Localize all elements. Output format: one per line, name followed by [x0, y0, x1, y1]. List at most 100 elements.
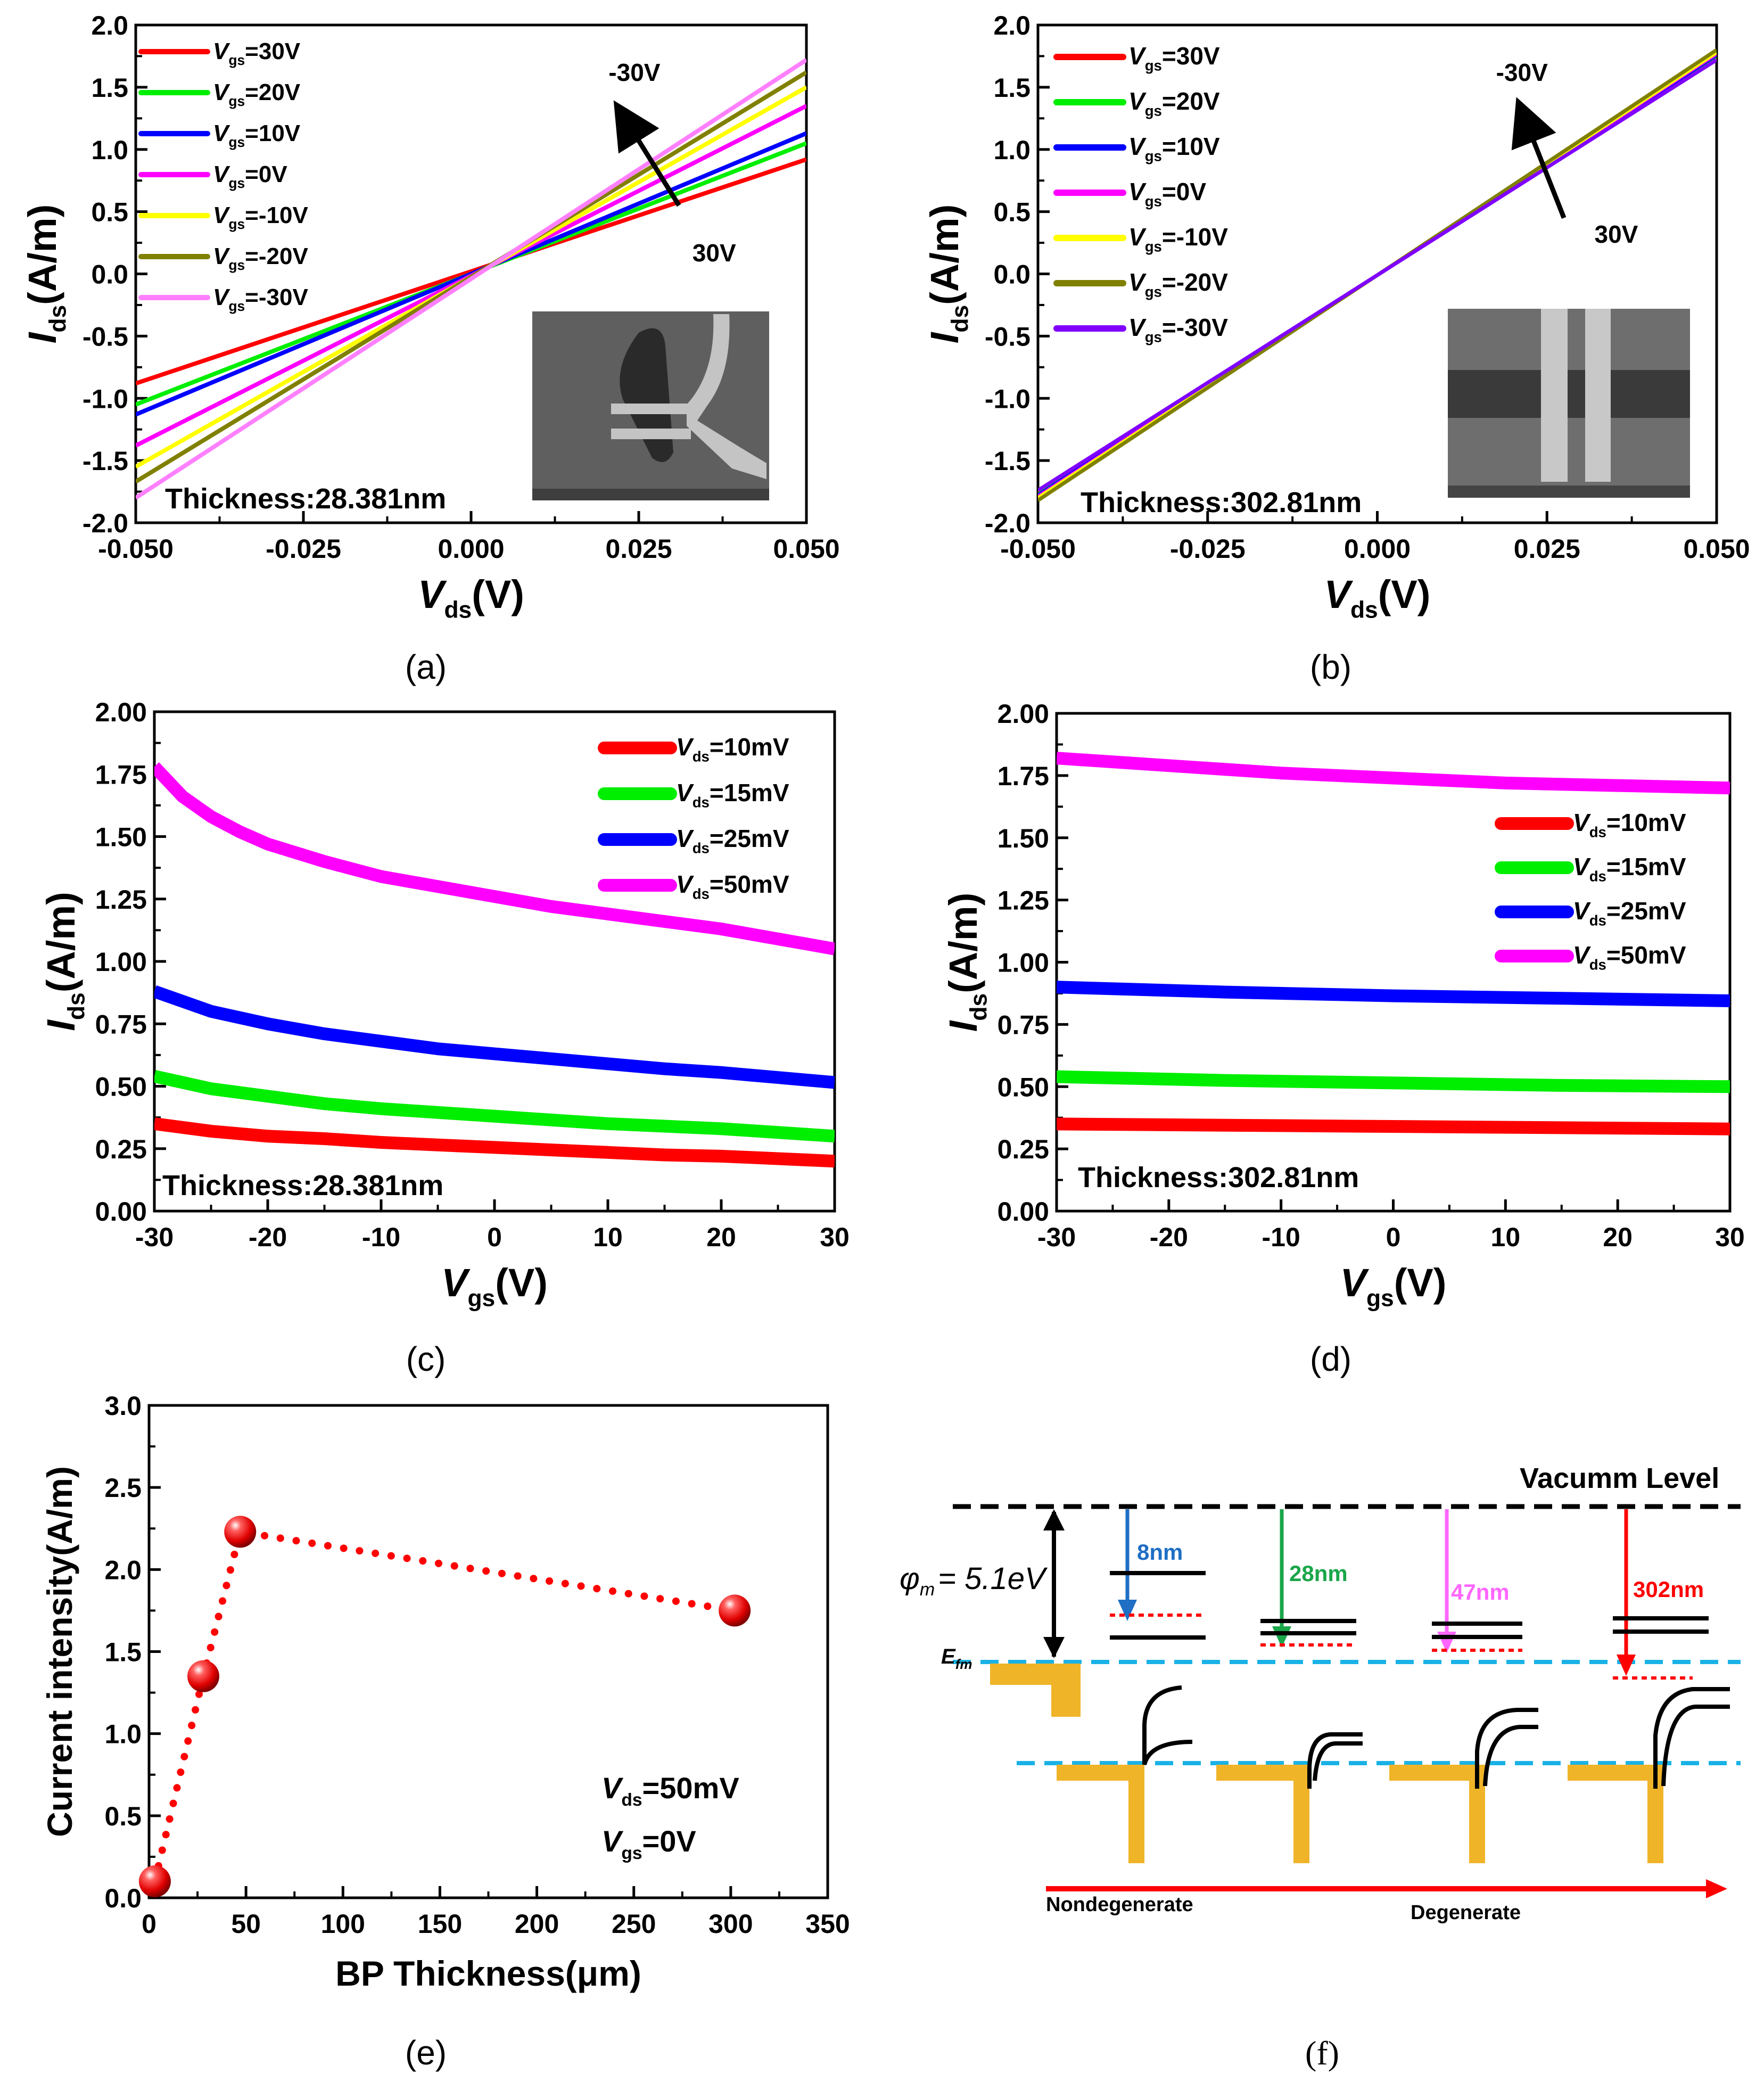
- label-8nm: 8nm: [1137, 1540, 1183, 1565]
- x-tick-label-b: 0.025: [1514, 534, 1580, 564]
- contact-block-2: [1216, 1765, 1309, 1863]
- legend-label-d-1: Vds=15mV: [1573, 853, 1686, 885]
- caption-f: (f): [1305, 2034, 1339, 2072]
- x-tick-label-e: 100: [321, 1909, 365, 1939]
- legend-label-a-1: Vgs=20V: [213, 79, 301, 109]
- y-tick-label-b: 1.0: [993, 135, 1031, 165]
- x-tick-label-a: 0.050: [773, 534, 839, 564]
- legend-label-d-0: Vds=10mV: [1573, 809, 1686, 841]
- x-tick-label-b: -0.050: [1000, 534, 1076, 564]
- annotation-arrow-b: [1511, 97, 1567, 219]
- x-tick-label-e: 250: [612, 1909, 656, 1939]
- y-tick-label-e: 2.5: [104, 1473, 142, 1503]
- y-tick-label-b: 0.0: [993, 260, 1031, 290]
- vacuum-level-label: Vacumm Level: [1520, 1462, 1719, 1494]
- y-tick-label-d: 0.75: [998, 1010, 1049, 1040]
- plot-frame-e: [147, 1404, 829, 1899]
- y-axis-label-a: Ids(A/m): [20, 204, 71, 343]
- legend-label-b-0: Vgs=30V: [1128, 42, 1220, 74]
- x-tick-label-c: 0: [487, 1222, 502, 1252]
- y-tick-label-d: 0.25: [998, 1134, 1049, 1164]
- legend-label-a-6: Vgs=-30V: [213, 284, 308, 314]
- series-line-a-0: [136, 157, 806, 385]
- label-vds-e: Vds=50mV: [601, 1771, 739, 1810]
- legend-label-a-0: Vgs=30V: [213, 38, 301, 68]
- panel-d: -30 -20 -10 0 10 20 30 0.00 0.25 0.50 0.75 1.00 1.25…: [941, 699, 1745, 1378]
- legend-label-a-4: Vgs=-10V: [213, 202, 308, 232]
- panel-a: -0.050 -0.025 0.000 0.025 0.050 -2.0 -1.5 -1.0 -…: [20, 11, 840, 686]
- y-tick-label-a: -0.5: [83, 322, 128, 351]
- sem-electrode-2: [1585, 309, 1611, 482]
- label-302nm: 302nm: [1633, 1577, 1704, 1602]
- legend-label-b-3: Vgs=0V: [1128, 178, 1206, 210]
- thickness-label-c: Thickness:28.381nm: [162, 1170, 443, 1202]
- data-point-e: [224, 1516, 257, 1548]
- x-axis-label-b: Vds(V): [1324, 572, 1431, 623]
- x-tick-label-e: 50: [231, 1909, 261, 1939]
- series-line-d-3: [1057, 752, 1730, 795]
- series-line-b-6: [1038, 58, 1717, 492]
- series-line-c-3: [154, 762, 835, 956]
- sem-scalebar: [532, 489, 769, 500]
- y-tick-label-a: 2.0: [91, 11, 128, 40]
- degeneracy-arrow-head: [1706, 1879, 1727, 1898]
- y-tick-label-d: 1.25: [998, 886, 1049, 916]
- nondegenerate-label: Nondegenerate: [1046, 1894, 1193, 1916]
- y-tick-label-c: 2.00: [95, 697, 147, 727]
- y-tick-label-a: 1.5: [91, 73, 128, 103]
- x-tick-label-e: 0: [142, 1909, 156, 1939]
- label-28nm: 28nm: [1289, 1561, 1348, 1586]
- panel-e: 0 50 100 150 200 250 300 350 0.0 0.5 1.0 1.5 2.0 2.5 3…: [40, 1391, 850, 2072]
- annotation-a-1: 30V: [693, 239, 736, 267]
- legend-label-c-2: Vds=25mV: [676, 825, 789, 857]
- y-tick-label-d: 1.00: [998, 948, 1049, 978]
- x-axis-label-d: Vgs(V): [1340, 1261, 1447, 1312]
- efm-label: Efm: [941, 1645, 972, 1672]
- arrow-302nm-head: [1617, 1655, 1636, 1676]
- y-tick-label-b: 1.5: [993, 73, 1031, 103]
- x-tick-label-a: -0.050: [98, 534, 174, 564]
- x-tick-label-d: 20: [1603, 1222, 1633, 1252]
- data-point-e: [719, 1594, 751, 1627]
- x-tick-label-b: 0.000: [1344, 534, 1411, 564]
- sem-scalebar: [1448, 485, 1690, 498]
- legend-label-c-0: Vds=10mV: [676, 733, 789, 765]
- x-tick-label-a: 0.025: [605, 534, 672, 564]
- y-tick-label-a: 0.0: [91, 260, 128, 290]
- x-tick-label-d: -20: [1150, 1222, 1188, 1252]
- caption-c: (c): [406, 1340, 446, 1378]
- sem-inset-a: [532, 311, 769, 500]
- degenerate-label: Degenerate: [1411, 1902, 1521, 1924]
- legend-label-a-3: Vgs=0V: [213, 161, 287, 191]
- contact-block-4: [1568, 1765, 1663, 1863]
- x-axis-label-e: BP Thickness(μm): [335, 1954, 641, 1993]
- sem-inset-b: [1448, 309, 1690, 498]
- panel-c: -30 -20 -10 0 10 20 30 0.00 0.25 0.50 0.75 1.00 1.25…: [39, 697, 850, 1378]
- series-line-c-0: [154, 1117, 835, 1168]
- series-line-a-6: [136, 58, 806, 500]
- data-point-e: [138, 1865, 171, 1898]
- x-tick-label-d: 30: [1715, 1222, 1745, 1252]
- caption-e: (e): [405, 2034, 447, 2072]
- legend-label-a-5: Vgs=-20V: [213, 243, 308, 273]
- legend-label-a-2: Vgs=10V: [213, 120, 301, 150]
- y-tick-label-e: 0.5: [104, 1801, 142, 1831]
- y-tick-label-a: -1.5: [83, 446, 128, 476]
- panel-f-band-diagram: Vacumm Level φm = 5.1eV Efm 8nm 28nm 47nm: [900, 1462, 1741, 2072]
- sem-electrode-bar-1: [611, 404, 691, 414]
- label-47nm: 47nm: [1451, 1579, 1510, 1604]
- y-tick-label-b: -2.0: [985, 508, 1031, 538]
- x-tick-label-c: 10: [593, 1222, 623, 1252]
- y-tick-label-a: -1.0: [83, 384, 128, 414]
- y-axis-label-d: Ids(A/m): [941, 893, 992, 1032]
- x-axis-label-a: Vds(V): [418, 572, 524, 623]
- x-tick-label-d: -10: [1262, 1222, 1300, 1252]
- phi-arrow-head-bottom: [1043, 1637, 1065, 1658]
- legend-label-b-5: Vgs=-20V: [1128, 268, 1228, 300]
- y-tick-label-b: 2.0: [993, 11, 1031, 40]
- legend-label-b-2: Vgs=10V: [1128, 133, 1220, 164]
- y-tick-label-e: 1.0: [104, 1719, 142, 1749]
- caption-b: (b): [1310, 648, 1351, 686]
- legend-label-b-1: Vgs=20V: [1128, 87, 1220, 119]
